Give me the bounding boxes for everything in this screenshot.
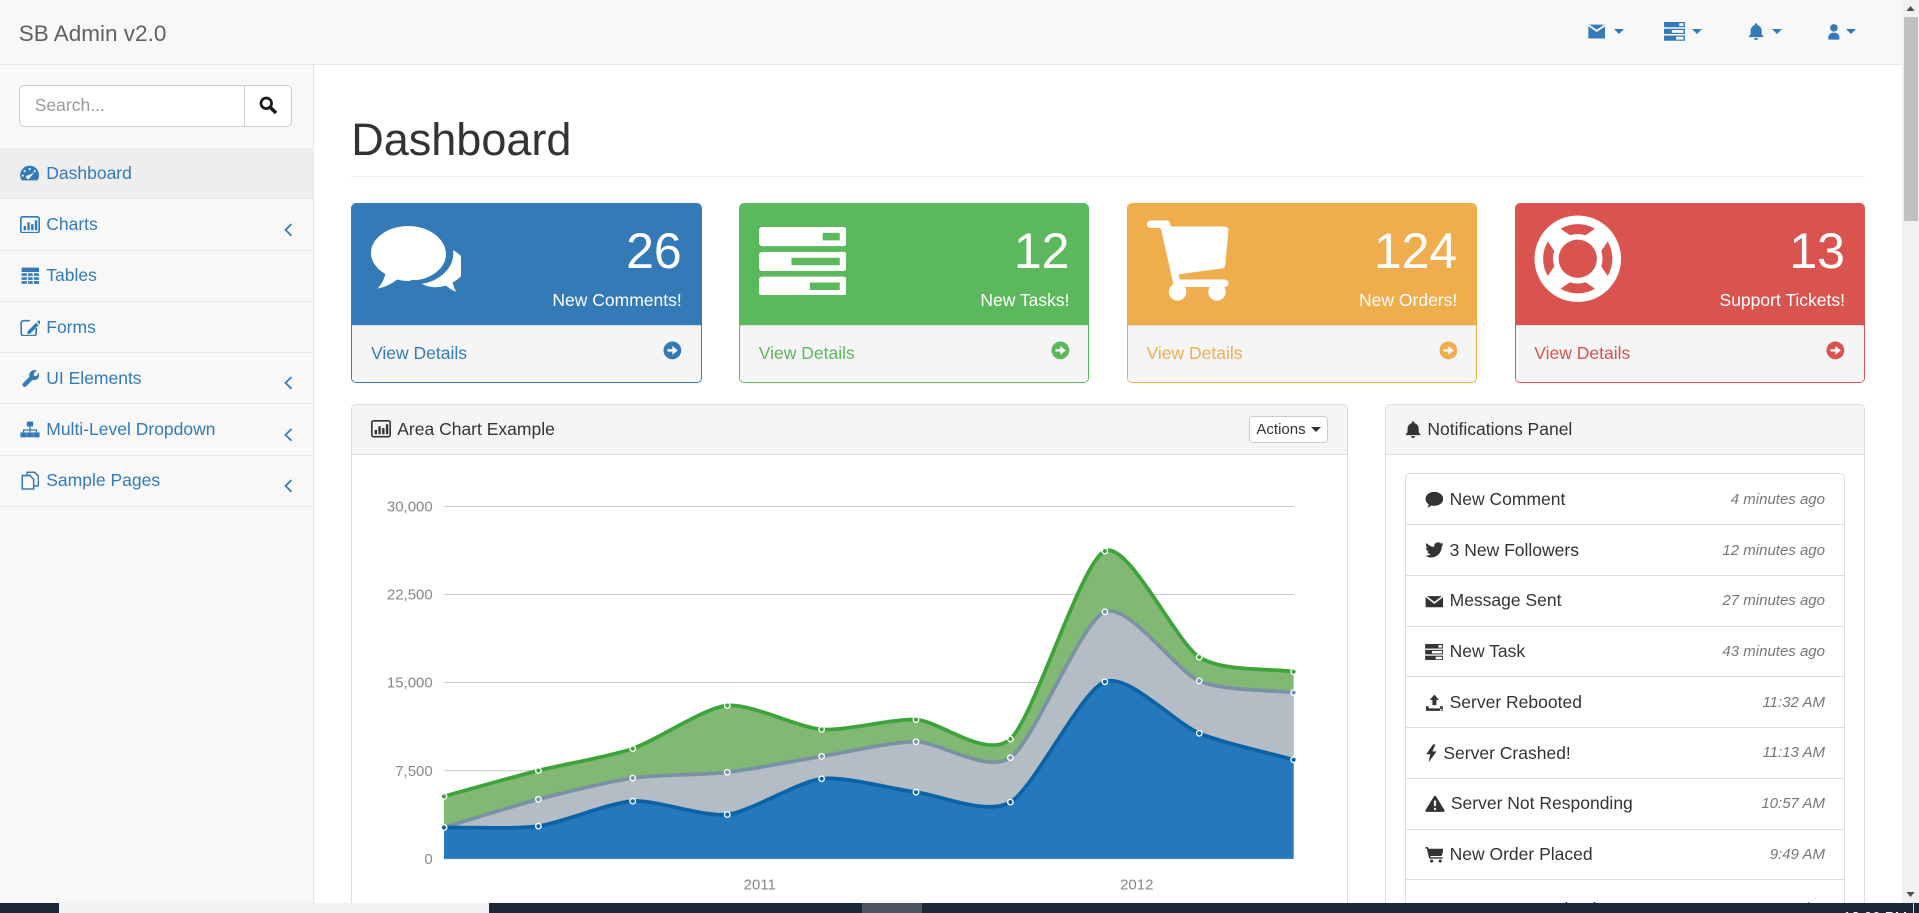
- svg-text:30,000: 30,000: [387, 499, 433, 516]
- svg-text:2012: 2012: [1120, 877, 1153, 894]
- svg-text:15,000: 15,000: [387, 675, 433, 692]
- svg-text:22,500: 22,500: [387, 587, 433, 604]
- svg-text:0: 0: [424, 851, 432, 868]
- svg-text:7,500: 7,500: [395, 763, 433, 780]
- svg-text:2011: 2011: [744, 877, 776, 894]
